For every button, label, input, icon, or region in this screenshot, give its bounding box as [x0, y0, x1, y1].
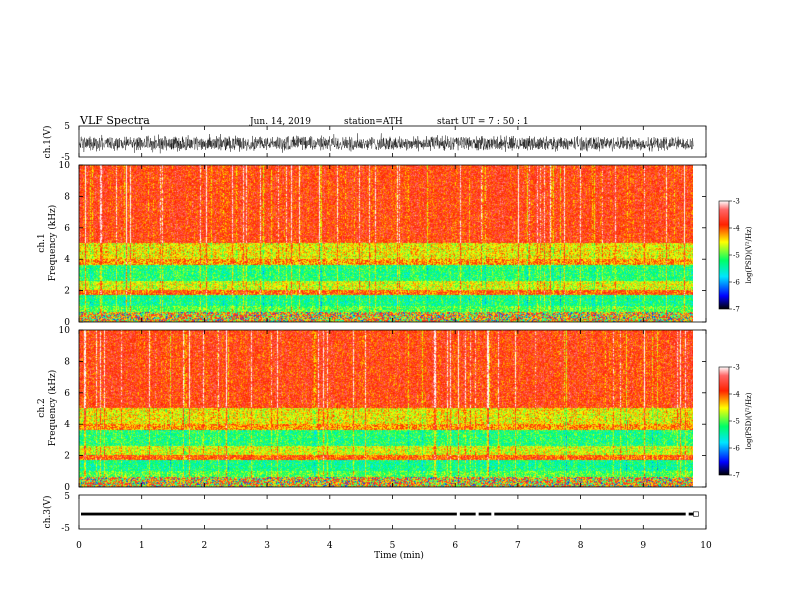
- ch3-signal-end-marker: [693, 511, 699, 517]
- ch1-waveform-ylabel: ch.1(V): [42, 126, 53, 159]
- ch1-colorbar-tick-label: -3: [733, 198, 740, 206]
- ch2-ytick-label: 8: [64, 357, 70, 367]
- ch1-colorbar-gradient: [718, 200, 730, 310]
- ch1-colorbar-tick-label: -4: [733, 225, 740, 233]
- ch3-signal-gap: [491, 512, 495, 516]
- ch1-ytick-label: 2: [64, 287, 70, 297]
- time-tick-label: 2: [202, 541, 208, 551]
- ch2-ytick-label: 10: [59, 326, 71, 336]
- ch1-colorbar-label: log(PSD)(V²/Hz): [745, 226, 753, 283]
- ch1-ytick-top: 5: [64, 122, 70, 132]
- ch1-ytick-label: 8: [64, 192, 70, 202]
- time-axis: 0 1 2 3 4 5 6 7 8 9 10: [76, 126, 712, 551]
- figure-title: VLF Spectra: [79, 114, 150, 127]
- ch3-ytick-top: 5: [64, 492, 70, 502]
- header-start-time: start UT = 7 : 50 : 1: [437, 117, 529, 127]
- time-axis-label: Time (min): [374, 550, 424, 561]
- ch2-colorbar-gradient: [718, 366, 730, 476]
- ch3-waveform-ylabel: ch.3(V): [42, 496, 53, 529]
- ch3-signal-gap: [456, 512, 460, 516]
- ch2-colorbar-tick-label: -5: [733, 418, 740, 426]
- ch2-colorbar-tick-label: -4: [733, 391, 740, 399]
- ch1-ytick-label: 10: [59, 161, 71, 171]
- ch1-frequency-ticks: 0 2 4 6 8 10: [59, 161, 706, 328]
- ch2-colorbar-label: log(PSD)(V²/Hz): [745, 392, 753, 449]
- ch2-spectrogram-image: [79, 330, 693, 487]
- ch1-ytick-label: 0: [64, 318, 70, 328]
- ch2-channel-label: ch.2: [37, 398, 47, 417]
- time-tick-label: 0: [76, 541, 82, 551]
- ch2-ytick-label: 4: [64, 420, 70, 430]
- ch2-frequency-label: Frequency (kHz): [47, 370, 58, 447]
- ch3-waveform-frame: [78, 494, 707, 530]
- time-tick-label: 1: [139, 541, 145, 551]
- ch2-ytick-label: 2: [64, 452, 70, 462]
- ch2-spectrogram-panel: 0 2 4 6 8 10 ch.2 Frequency (kHz): [37, 326, 707, 493]
- ch3-ytick-bottom: -5: [61, 524, 70, 534]
- ch3-signal-gap: [475, 512, 479, 516]
- ch2-frequency-ticks: 0 2 4 6 8 10: [59, 326, 706, 493]
- time-tick-label: 7: [515, 541, 521, 551]
- ch2-colorbar-tick-label: -3: [733, 364, 740, 372]
- time-tick-label: 10: [700, 541, 712, 551]
- ch1-frequency-label: Frequency (kHz): [47, 205, 58, 282]
- ch2-colorbar-tick-label: -7: [733, 472, 740, 480]
- ch1-ytick-label: 6: [64, 224, 70, 234]
- ch1-colorbar-tick-label: -5: [733, 252, 740, 260]
- ch1-colorbar-tick-label: -7: [733, 306, 740, 314]
- ch1-spectrogram-panel: 0 2 4 6 8 10 ch.1 Frequency (kHz): [37, 161, 707, 328]
- time-tick-label: 4: [327, 541, 333, 551]
- ch2-colorbar: -3 -4 -5 -6 -7 log(PSD)(V²/Hz): [718, 364, 753, 480]
- ch3-signal-gap: [685, 512, 689, 516]
- ch1-ytick-bottom: -5: [61, 153, 70, 163]
- ch2-ytick-label: 6: [64, 389, 70, 399]
- time-tick-label: 8: [578, 541, 584, 551]
- ch3-signal-trace: [81, 512, 694, 516]
- ch2-colorbar-tick-label: -6: [733, 445, 740, 453]
- time-tick-label: 6: [452, 541, 458, 551]
- ch2-ytick-label: 0: [64, 483, 70, 493]
- header-date: Jun. 14, 2019: [249, 117, 311, 127]
- ch1-waveform-panel: 5 -5 ch.1(V): [42, 122, 707, 163]
- ch1-waveform-trace: [78, 133, 694, 154]
- time-tick-label: 3: [264, 541, 270, 551]
- ch1-ytick-label: 4: [64, 255, 70, 265]
- ch3-signal: [81, 511, 699, 517]
- time-tick-label: 9: [640, 541, 646, 551]
- ch1-channel-label: ch.1: [37, 233, 47, 252]
- header-station: station=ATH: [344, 117, 403, 127]
- ch1-spectrogram-image: [79, 165, 693, 322]
- time-tick-label: 5: [390, 541, 396, 551]
- ch1-colorbar-tick-label: -6: [733, 279, 740, 287]
- ch1-colorbar: -3 -4 -5 -6 -7 log(PSD)(V²/Hz): [718, 198, 753, 314]
